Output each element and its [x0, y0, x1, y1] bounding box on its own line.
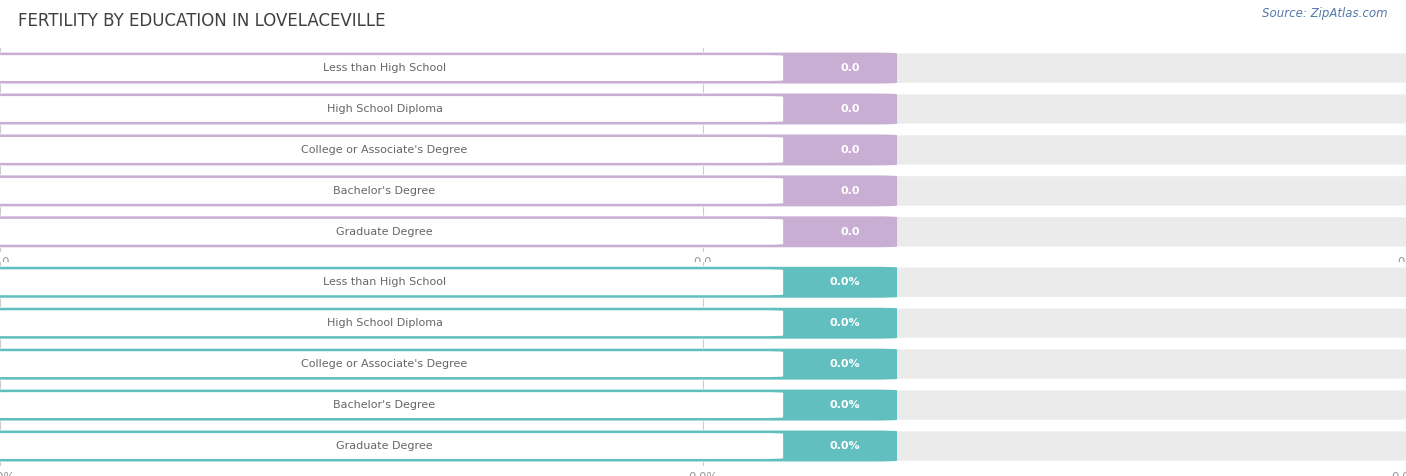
Text: College or Associate's Degree: College or Associate's Degree	[301, 359, 468, 369]
FancyBboxPatch shape	[0, 392, 783, 418]
FancyBboxPatch shape	[0, 307, 1406, 339]
FancyBboxPatch shape	[0, 52, 1406, 84]
FancyBboxPatch shape	[0, 55, 783, 81]
Text: Less than High School: Less than High School	[323, 63, 446, 73]
Text: High School Diploma: High School Diploma	[326, 104, 443, 114]
Text: 0.0%: 0.0%	[830, 359, 860, 369]
FancyBboxPatch shape	[0, 433, 783, 459]
Text: College or Associate's Degree: College or Associate's Degree	[301, 145, 468, 155]
Text: 0.0%: 0.0%	[830, 318, 860, 328]
FancyBboxPatch shape	[0, 348, 897, 380]
FancyBboxPatch shape	[0, 137, 783, 163]
FancyBboxPatch shape	[0, 96, 783, 122]
Text: 0.0%: 0.0%	[830, 441, 860, 451]
FancyBboxPatch shape	[0, 219, 783, 245]
Text: High School Diploma: High School Diploma	[326, 318, 443, 328]
FancyBboxPatch shape	[0, 134, 897, 166]
Text: 0.0: 0.0	[841, 227, 860, 237]
Text: Less than High School: Less than High School	[323, 277, 446, 288]
FancyBboxPatch shape	[0, 430, 897, 462]
FancyBboxPatch shape	[0, 269, 783, 295]
FancyBboxPatch shape	[0, 267, 1406, 298]
Text: Bachelor's Degree: Bachelor's Degree	[333, 186, 436, 196]
FancyBboxPatch shape	[0, 52, 897, 84]
FancyBboxPatch shape	[0, 216, 1406, 248]
FancyBboxPatch shape	[0, 389, 1406, 421]
Text: Bachelor's Degree: Bachelor's Degree	[333, 400, 436, 410]
FancyBboxPatch shape	[0, 430, 1406, 462]
FancyBboxPatch shape	[0, 389, 897, 421]
FancyBboxPatch shape	[0, 267, 897, 298]
FancyBboxPatch shape	[0, 348, 1406, 380]
FancyBboxPatch shape	[0, 93, 1406, 125]
FancyBboxPatch shape	[0, 175, 897, 207]
FancyBboxPatch shape	[0, 351, 783, 377]
Text: Graduate Degree: Graduate Degree	[336, 227, 433, 237]
FancyBboxPatch shape	[0, 216, 897, 248]
Text: FERTILITY BY EDUCATION IN LOVELACEVILLE: FERTILITY BY EDUCATION IN LOVELACEVILLE	[18, 12, 385, 30]
Text: Graduate Degree: Graduate Degree	[336, 441, 433, 451]
FancyBboxPatch shape	[0, 307, 897, 339]
Text: Source: ZipAtlas.com: Source: ZipAtlas.com	[1263, 7, 1388, 20]
FancyBboxPatch shape	[0, 134, 1406, 166]
Text: 0.0%: 0.0%	[830, 277, 860, 288]
Text: 0.0: 0.0	[841, 186, 860, 196]
FancyBboxPatch shape	[0, 93, 897, 125]
Text: 0.0%: 0.0%	[830, 400, 860, 410]
FancyBboxPatch shape	[0, 310, 783, 336]
FancyBboxPatch shape	[0, 178, 783, 204]
Text: 0.0: 0.0	[841, 104, 860, 114]
Text: 0.0: 0.0	[841, 63, 860, 73]
Text: 0.0: 0.0	[841, 145, 860, 155]
FancyBboxPatch shape	[0, 175, 1406, 207]
